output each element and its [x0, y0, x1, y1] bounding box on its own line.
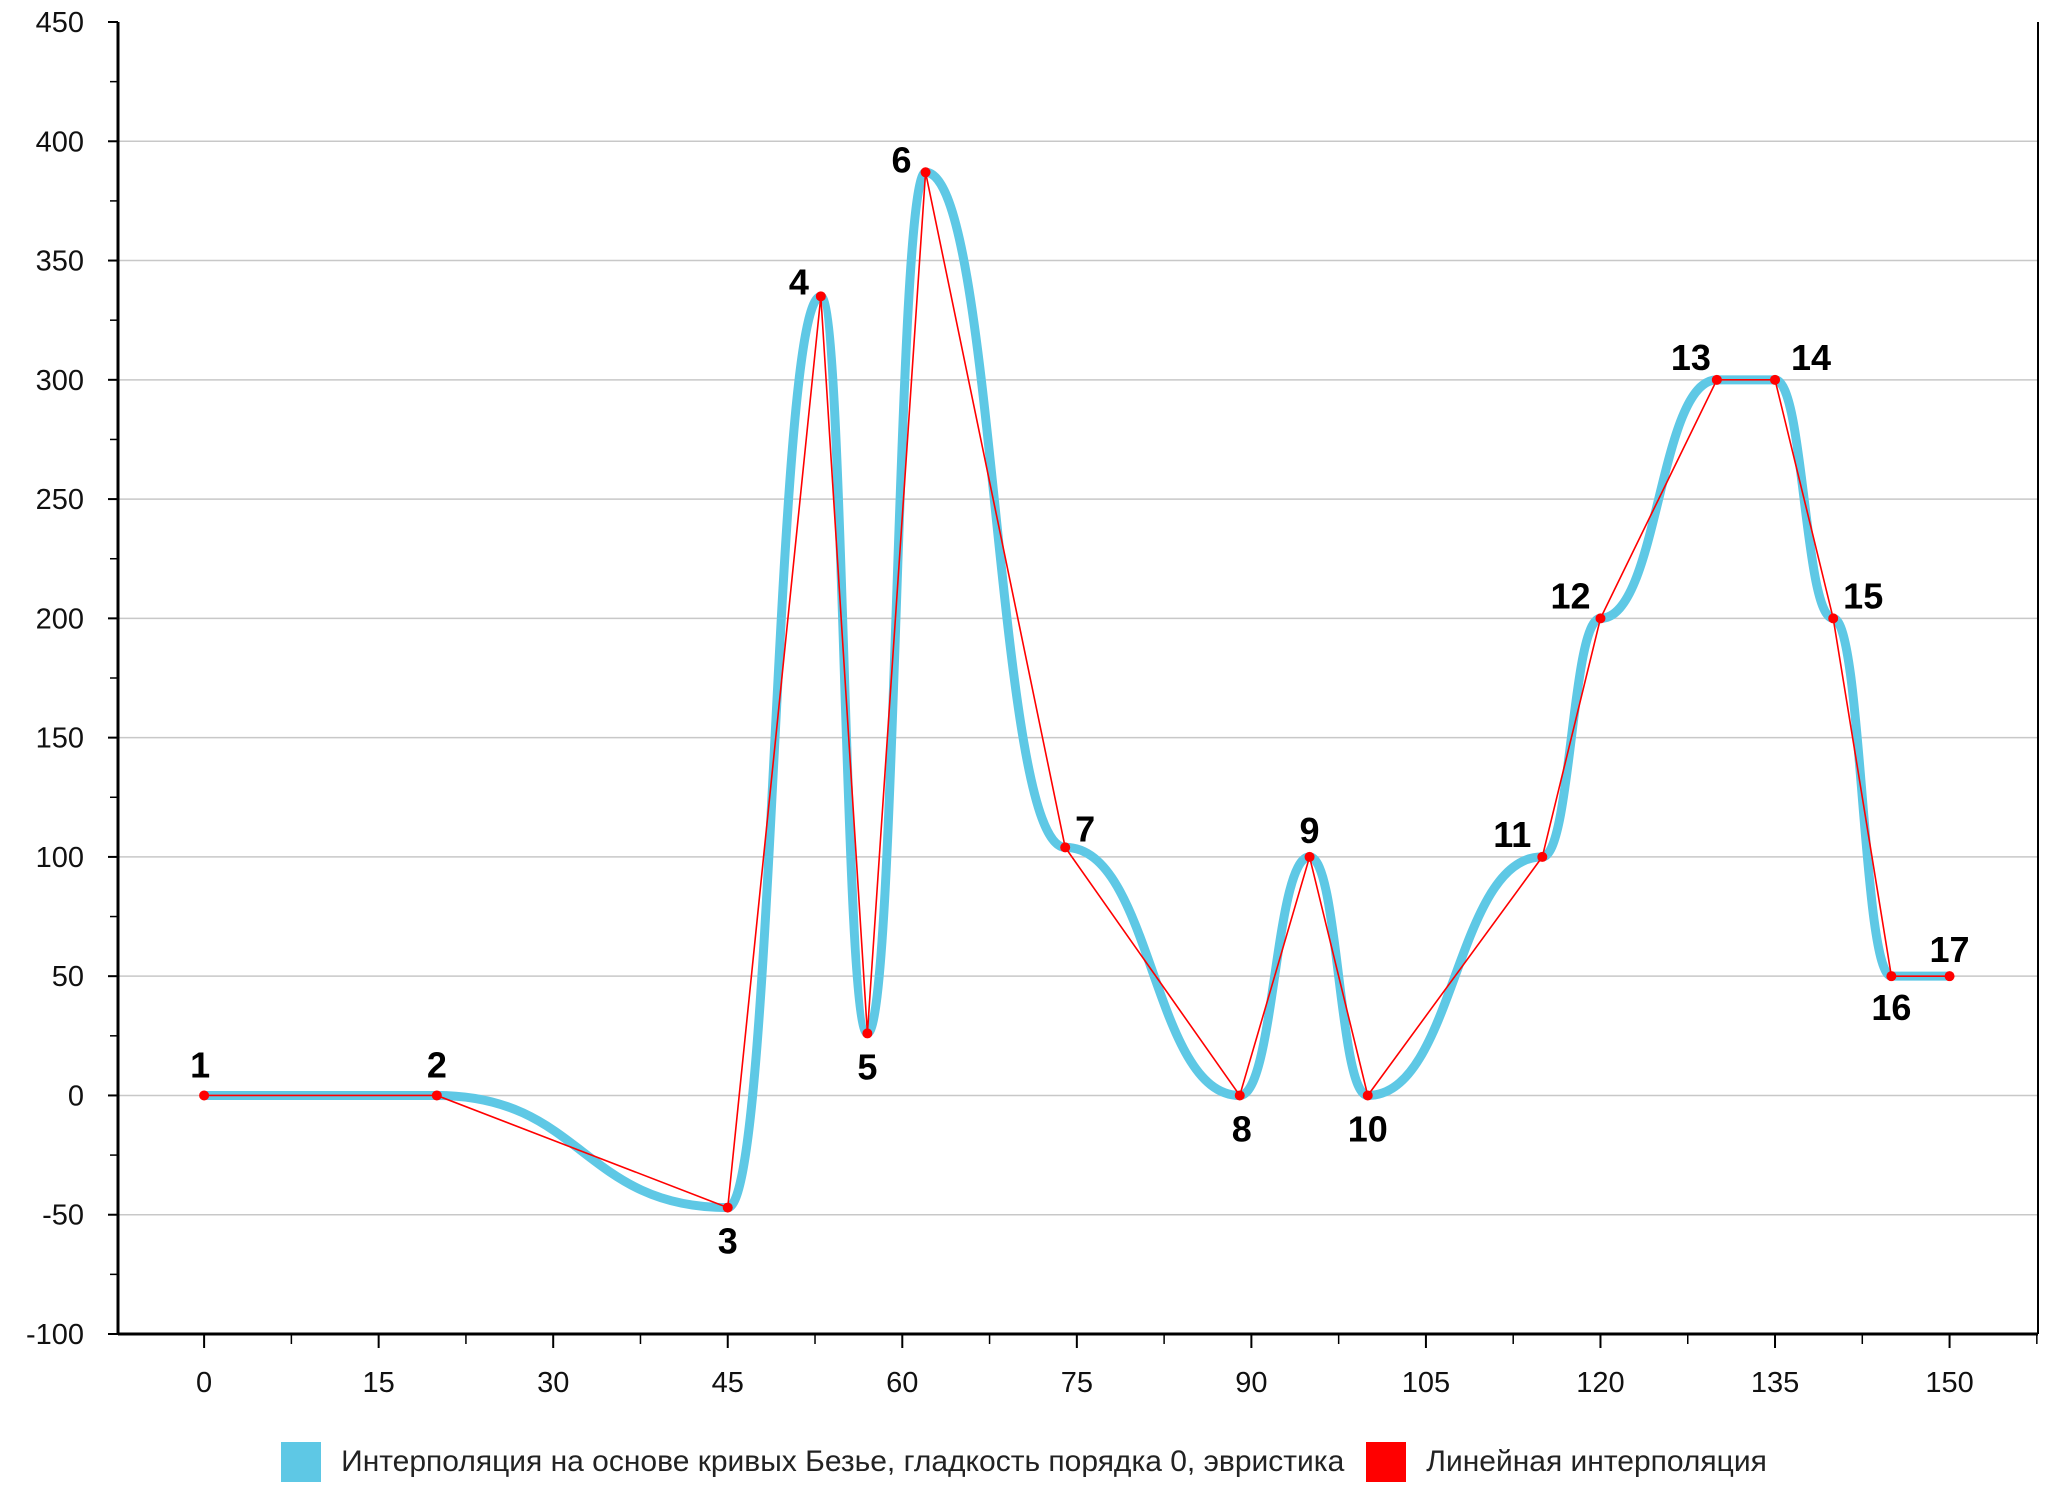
point-label: 5: [857, 1046, 877, 1087]
point-label: 4: [789, 261, 809, 302]
legend-label-bezier: Интерполяция на основе кривых Безье, гла…: [341, 1445, 1345, 1478]
x-tick-label: 120: [1576, 1367, 1624, 1399]
x-tick-label: 45: [712, 1367, 744, 1399]
data-point: [199, 1090, 210, 1101]
point-label: 1: [190, 1044, 210, 1085]
legend-swatch-linear: [1366, 1442, 1407, 1482]
point-label: 10: [1348, 1108, 1388, 1149]
data-point: [1770, 374, 1781, 385]
data-point: [862, 1028, 873, 1039]
point-label: 13: [1671, 337, 1711, 378]
data-point: [1711, 374, 1722, 385]
data-point: [1828, 613, 1839, 624]
point-label: 11: [1493, 814, 1531, 855]
x-tick-label: 150: [1925, 1367, 1973, 1399]
legend-swatch-bezier: [281, 1442, 322, 1482]
data-point: [1886, 971, 1897, 982]
x-tick-label: 105: [1402, 1367, 1450, 1399]
data-point: [1060, 842, 1071, 853]
grid-lines: [118, 140, 2038, 1216]
linear-series: [199, 167, 1955, 1213]
y-tick-label: 350: [36, 246, 84, 278]
point-label: 12: [1550, 575, 1590, 616]
point-label: 8: [1232, 1108, 1252, 1149]
data-point: [920, 167, 931, 178]
y-tick-label: 50: [52, 961, 84, 993]
data-point: [815, 291, 826, 302]
data-point: [1304, 851, 1315, 862]
legend-item-linear: Линейная интерполяция: [1366, 1442, 1767, 1482]
y-tick-label: 100: [36, 842, 84, 874]
y-tick-label: -100: [26, 1319, 84, 1351]
data-point: [1537, 851, 1548, 862]
y-tick-label: 0: [68, 1080, 84, 1112]
x-tick-label: 75: [1061, 1367, 1093, 1399]
x-tick-label: 0: [196, 1367, 212, 1399]
x-tick-label: 60: [886, 1367, 918, 1399]
data-point: [1234, 1090, 1245, 1101]
point-label: 2: [427, 1044, 447, 1085]
x-tick-label: 30: [537, 1367, 569, 1399]
y-tick-label: -50: [42, 1200, 84, 1232]
x-axis-ticks: 0 15 30 45 60 75 90 105 120 135 150: [196, 1334, 2038, 1399]
data-point: [1595, 613, 1606, 624]
y-tick-label: 150: [36, 723, 84, 755]
data-point: [431, 1090, 442, 1101]
point-label: 17: [1930, 929, 1970, 970]
point-label: 14: [1791, 337, 1831, 378]
y-tick-label: 200: [36, 603, 84, 635]
bezier-series: [199, 167, 1955, 1213]
point-label: 3: [718, 1221, 738, 1262]
legend-item-bezier: Интерполяция на основе кривых Безье, гла…: [281, 1442, 1344, 1482]
x-tick-label: 135: [1751, 1367, 1799, 1399]
x-tick-label: 90: [1235, 1367, 1267, 1399]
y-tick-label: 400: [36, 126, 84, 158]
y-tick-label: 450: [36, 7, 84, 39]
y-tick-label: 300: [36, 365, 84, 397]
data-point: [722, 1202, 733, 1213]
point-label: 6: [892, 139, 912, 180]
y-axis-ticks: -100 -50 0 50 100 150 200 250 300 350 400 450: [26, 7, 118, 1351]
point-label: 16: [1871, 987, 1911, 1028]
linear-polyline: [204, 172, 1950, 1209]
axes: [116, 22, 2039, 1336]
legend-label-linear: Линейная интерполяция: [1426, 1445, 1767, 1478]
point-label: 15: [1843, 575, 1883, 616]
x-tick-label: 15: [363, 1367, 395, 1399]
bezier-curve: [199, 167, 1955, 1213]
legend: Интерполяция на основе кривых Безье, гла…: [0, 1440, 2048, 1484]
data-point: [1362, 1090, 1373, 1101]
data-point: [1944, 971, 1955, 982]
point-label: 7: [1075, 808, 1095, 849]
y-tick-label: 250: [36, 484, 84, 516]
point-label: 9: [1300, 810, 1320, 851]
